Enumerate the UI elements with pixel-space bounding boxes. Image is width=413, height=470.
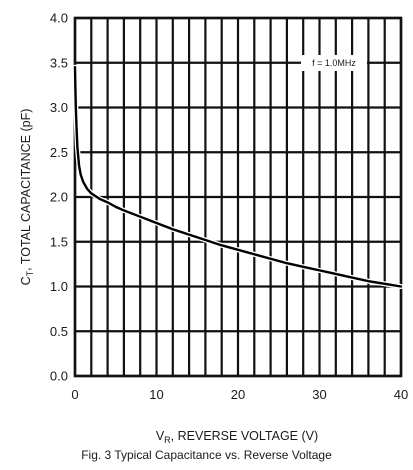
curve-layer (72, 64, 404, 289)
y-axis-title-rest: , TOTAL CAPACITANCE (pF) (19, 109, 33, 271)
x-axis-title-sub: R (164, 435, 171, 445)
y-tick-label: 3.5 (50, 55, 68, 70)
x-tick-label: 40 (394, 387, 408, 402)
x-tick-label: 30 (312, 387, 326, 402)
x-axis-title: VR, REVERSE VOLTAGE (V) (156, 429, 318, 445)
figure-caption: Fig. 3 Typical Capacitance vs. Reverse V… (81, 448, 332, 462)
y-axis-title: CT, TOTAL CAPACITANCE (pF) (19, 109, 35, 286)
tick-labels: 0.0 0.5 1.0 1.5 2.0 2.5 3.0 3.5 4.0 0 10 20 30 40 (50, 11, 408, 403)
y-tick-label: 1.0 (50, 279, 68, 294)
y-tick-label: 0.0 (50, 369, 68, 384)
y-axis-title-sub: T (25, 270, 35, 276)
series-curve (73, 66, 403, 288)
x-axis-title-rest: , REVERSE VOLTAGE (V) (171, 429, 319, 443)
x-axis-title-main: V (156, 429, 165, 443)
x-tick-label: 0 (71, 387, 78, 402)
plot-frame (73, 16, 403, 378)
x-tick-label: 10 (149, 387, 163, 402)
y-tick-label: 0.5 (50, 324, 68, 339)
y-axis-title-main: C (19, 276, 33, 285)
y-tick-label: 2.5 (50, 145, 68, 160)
y-tick-label: 2.0 (50, 190, 68, 205)
grid (73, 16, 403, 378)
annotation-box: f = 1.0MHz (301, 55, 367, 71)
y-tick-label: 4.0 (50, 11, 68, 26)
y-tick-label: 3.0 (50, 100, 68, 115)
annotation-text: f = 1.0MHz (312, 58, 356, 68)
x-tick-label: 20 (231, 387, 245, 402)
y-tick-label: 1.5 (50, 234, 68, 249)
annotation-background (301, 55, 367, 71)
